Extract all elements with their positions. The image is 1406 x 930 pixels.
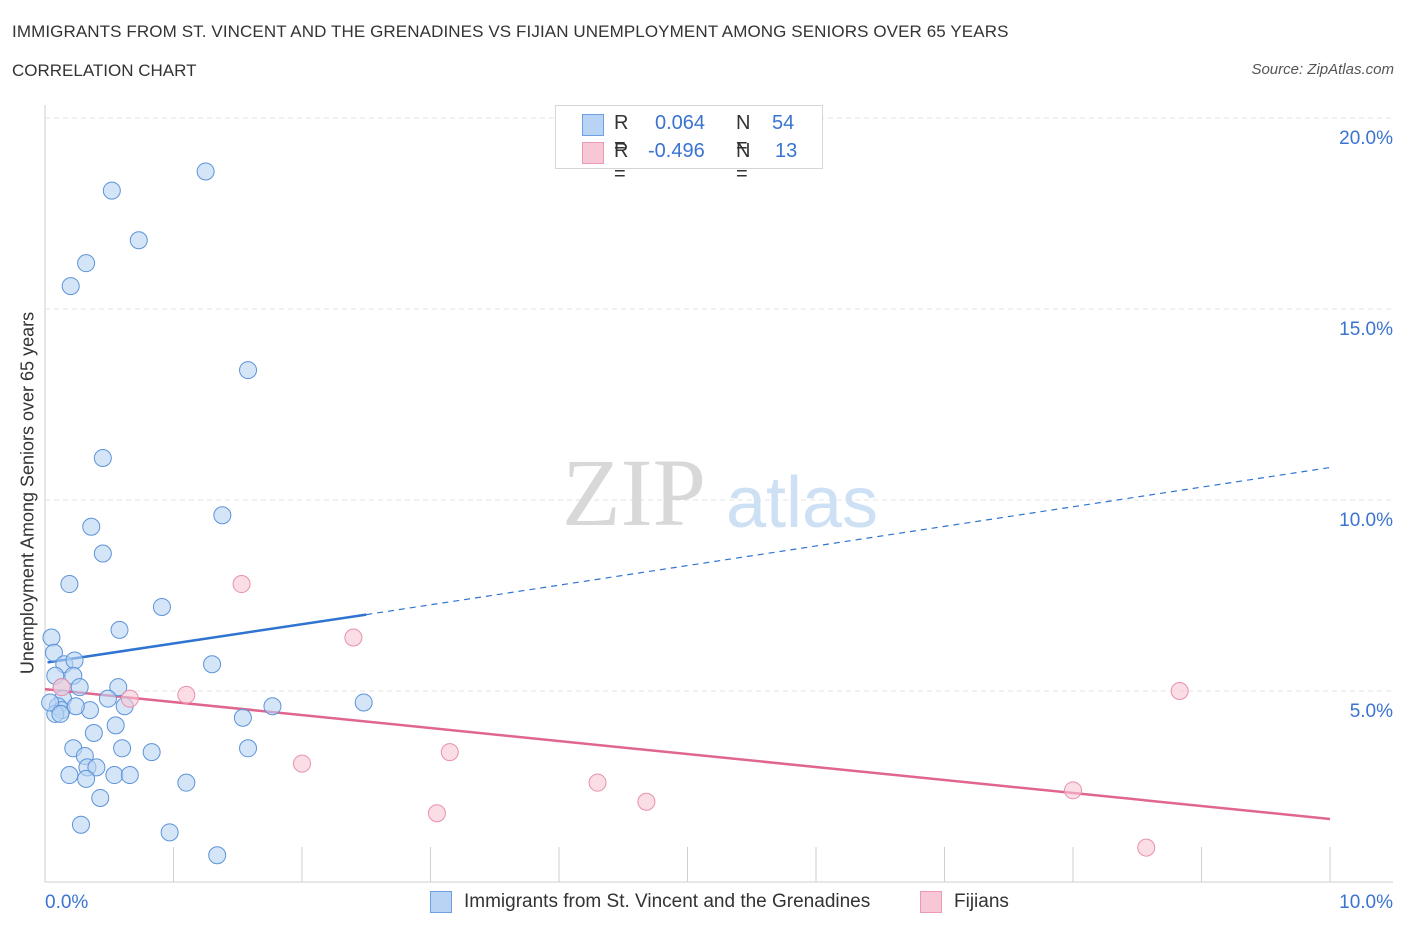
y-tick-label: 10.0%: [1339, 510, 1393, 531]
legend-r-label: R =: [614, 112, 629, 157]
data-point-pink: [177, 685, 196, 704]
legend-swatch-pink: [582, 142, 604, 164]
legend-swatch-blue: [582, 114, 604, 136]
data-point-blue: [177, 773, 196, 792]
points-layer: [41, 162, 1189, 865]
x-tick-label-start: 0.0%: [45, 892, 88, 913]
watermark-atlas: atlas: [726, 463, 878, 543]
grid-layer: [45, 117, 1393, 692]
trend-line-blue-extension: [366, 466, 1331, 616]
legend-n-value: 13: [775, 140, 798, 162]
data-point-pink: [52, 678, 71, 697]
data-point-blue: [142, 743, 161, 762]
data-point-blue: [98, 689, 117, 708]
data-point-blue: [42, 628, 61, 647]
source-label: Source: ZipAtlas.com: [1251, 61, 1394, 78]
data-point-blue: [233, 708, 252, 727]
legend-r-value: 0.064: [655, 112, 706, 134]
data-point-blue: [41, 693, 60, 712]
bottom-legend-label-blue: Immigrants from St. Vincent and the Gren…: [464, 891, 871, 912]
correlation-legend: R = 0.064 N = 54 R = -0.496 N = 13: [555, 105, 823, 185]
data-point-blue: [354, 693, 373, 712]
data-point-pink: [293, 754, 311, 773]
bottom-legend-blue: Immigrants from St. Vincent and the Gren…: [430, 890, 870, 914]
data-point-blue: [105, 766, 124, 785]
data-point-blue: [93, 544, 112, 563]
data-point-blue: [91, 788, 110, 807]
data-point-pink: [1170, 682, 1189, 700]
data-point-pink: [232, 575, 251, 594]
bottom-legend-label-pink: Fijians: [954, 891, 1009, 912]
data-point-blue: [77, 254, 96, 273]
trend-layer: [44, 466, 1331, 821]
y-tick-label: 20.0%: [1339, 128, 1393, 149]
data-point-blue: [213, 506, 232, 525]
data-point-blue: [106, 716, 125, 735]
data-point-blue: [102, 181, 121, 200]
y-axis-label: Unemployment Among Seniors over 65 years: [17, 311, 38, 675]
legend-r-value: -0.496: [648, 140, 705, 162]
legend-r-label: R =: [614, 140, 629, 185]
data-point-blue: [84, 724, 103, 743]
data-point-blue: [87, 758, 106, 777]
axis-layer: [44, 105, 1393, 883]
trend-line-blue: [47, 613, 367, 664]
data-point-blue: [44, 643, 63, 662]
data-point-blue: [60, 766, 79, 785]
x-tick-label-end: 10.0%: [1339, 892, 1393, 913]
data-point-blue: [93, 448, 112, 467]
legend-n-label: N =: [736, 112, 751, 157]
data-point-blue: [129, 231, 148, 250]
data-point-pink: [344, 628, 363, 647]
bottom-legend-swatch-pink: [920, 891, 942, 913]
data-point-blue: [61, 277, 80, 296]
data-point-blue: [263, 697, 282, 716]
data-point-pink: [637, 792, 656, 811]
watermark-zip: ZIP: [562, 439, 706, 546]
bottom-legend-pink: Fijians: [920, 890, 1009, 914]
data-point-blue: [71, 815, 90, 834]
chart-title: IMMIGRANTS FROM ST. VINCENT AND THE GREN…: [12, 22, 1009, 41]
y-tick-label: 15.0%: [1339, 319, 1393, 340]
data-point-blue: [65, 651, 84, 670]
data-point-blue: [196, 162, 215, 181]
legend-n-label: N =: [736, 140, 751, 185]
data-point-pink: [588, 773, 607, 792]
data-point-pink: [120, 689, 139, 708]
data-point-blue: [113, 739, 132, 758]
bottom-legend-swatch-blue: [430, 891, 452, 913]
chart-subtitle: CORRELATION CHART: [12, 61, 197, 80]
data-point-blue: [208, 846, 227, 865]
data-point-pink: [1064, 781, 1082, 800]
y-tick-label: 5.0%: [1350, 701, 1393, 722]
data-point-blue: [109, 678, 128, 697]
data-point-blue: [77, 769, 96, 788]
data-point-blue: [160, 823, 179, 842]
data-point-pink: [427, 804, 446, 823]
data-point-blue: [51, 704, 70, 723]
data-point-blue: [239, 361, 258, 380]
data-point-blue: [70, 678, 89, 697]
data-point-blue: [239, 739, 258, 758]
trend-line-pink: [44, 687, 1331, 821]
data-point-blue: [60, 575, 79, 594]
data-point-blue: [120, 766, 139, 785]
data-point-blue: [152, 597, 171, 616]
data-point-pink: [1137, 838, 1156, 857]
data-point-blue: [203, 655, 222, 674]
data-point-pink: [440, 743, 459, 762]
data-point-blue: [82, 517, 101, 536]
legend-n-value: 54: [772, 112, 795, 134]
data-point-blue: [110, 620, 129, 639]
data-point-blue: [66, 697, 85, 716]
tick-label-layer: 5.0% 10.0% 15.0% 20.0% 0.0% 10.0%: [45, 128, 1393, 913]
